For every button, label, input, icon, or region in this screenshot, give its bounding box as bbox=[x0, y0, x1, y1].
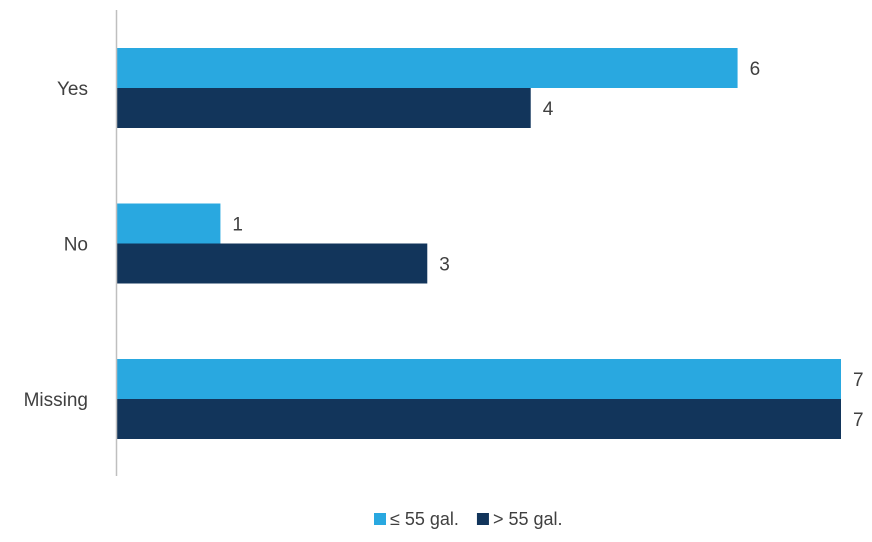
bar-no-series-1 bbox=[117, 203, 221, 244]
legend: ≤ 55 gal. > 55 gal. bbox=[374, 509, 563, 529]
data-label-missing-series-1: 7 bbox=[853, 370, 864, 391]
category-label-yes: Yes bbox=[57, 79, 88, 100]
bar-yes-series-2 bbox=[117, 88, 531, 128]
bar-yes-series-1 bbox=[117, 48, 738, 88]
category-label-no: No bbox=[64, 235, 88, 256]
category-label-missing: Missing bbox=[24, 390, 88, 411]
data-label-no-series-2: 3 bbox=[439, 255, 450, 276]
bar-missing-series-1 bbox=[117, 359, 841, 399]
legend-label-series-1: ≤ 55 gal. bbox=[390, 509, 459, 529]
legend-swatch-series-2 bbox=[476, 513, 489, 525]
bar-missing-series-2 bbox=[117, 399, 841, 439]
data-label-missing-series-2: 7 bbox=[853, 410, 864, 431]
category-labels-group: Yes No Missing bbox=[24, 79, 88, 411]
bar-no-series-2 bbox=[117, 243, 428, 284]
data-labels-group: 6 4 1 3 7 7 bbox=[232, 59, 863, 431]
data-label-yes-series-1: 6 bbox=[750, 59, 761, 80]
data-label-no-series-1: 1 bbox=[232, 215, 243, 236]
legend-label-series-2: > 55 gal. bbox=[493, 509, 563, 529]
bars-group bbox=[117, 48, 841, 439]
legend-swatch-series-1 bbox=[374, 513, 386, 525]
data-label-yes-series-2: 4 bbox=[543, 99, 554, 120]
